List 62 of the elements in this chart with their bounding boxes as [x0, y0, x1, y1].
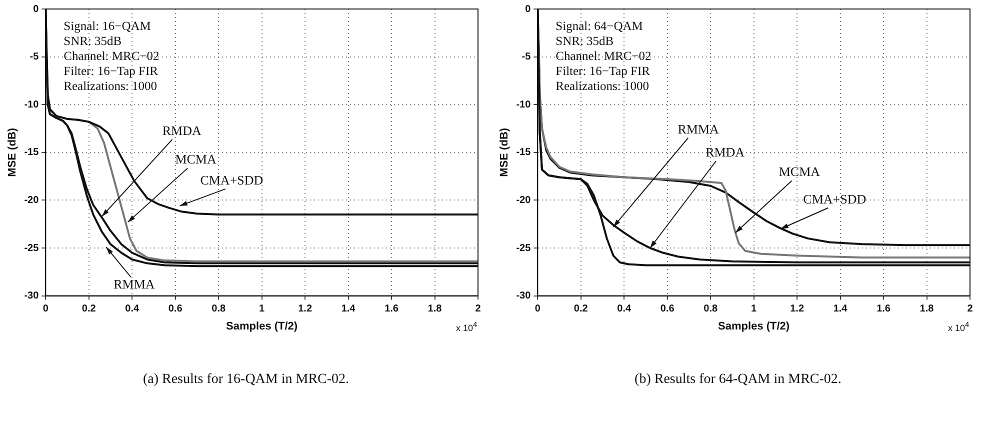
y-tick-label: -10 [516, 99, 532, 110]
y-tick-label: -15 [516, 147, 532, 158]
annotation: RMMA [114, 276, 156, 292]
y-tick-label: -5 [522, 52, 532, 63]
x-tick-label: 0.6 [660, 304, 675, 315]
text: (a) Results for 16-QAM in MRC-02. [142, 372, 350, 388]
text: (b) Results for 64-QAM in MRC-02. [634, 372, 842, 388]
annotation: Channel: MRC−02 [556, 49, 652, 64]
y-tick-label: -20 [516, 194, 532, 206]
x-tick-label: 2 [475, 304, 482, 315]
text: x 10$^{4}$ [948, 320, 970, 333]
y-tick-label: 0 [525, 4, 532, 15]
annotation: RMDA [162, 122, 202, 138]
y-tick-label: -10 [24, 99, 40, 110]
annotation: Signal: 16−QAM [64, 19, 152, 34]
x-tick-label: 1.2 [298, 304, 312, 315]
x-tick-label: 0.8 [212, 304, 226, 315]
annotation: CMA+SDD [803, 191, 866, 206]
x-axis-title: Samples (T/2) [718, 320, 790, 332]
annotation: SNR: 35dB [556, 34, 615, 49]
annotation: Channel: MRC−02 [64, 49, 160, 64]
y-tick-label: -5 [30, 52, 40, 63]
annotation: Realizations: 1000 [64, 79, 158, 94]
x-tick-label: 0 [42, 304, 49, 315]
y-tick-label: -25 [516, 242, 532, 254]
y-axis-title: MSE (dB) [498, 128, 511, 177]
x-tick-label: 1.6 [384, 304, 399, 315]
y-tick-label: -30 [24, 290, 40, 302]
x-tick-label: 1.4 [341, 304, 356, 315]
x-tick-label: 1.6 [876, 304, 891, 315]
x-tick-label: 1 [751, 304, 758, 315]
x-tick-label: 1.8 [428, 304, 442, 315]
annotation: MCMA [778, 164, 821, 180]
annotation: Filter: 16−Tap FIR [556, 64, 652, 79]
text: x 10$^{4}$ [456, 320, 478, 333]
y-axis-title: MSE (dB) [6, 128, 19, 177]
x-tick-label: 0 [534, 304, 541, 315]
x-tick-label: 2 [967, 304, 974, 315]
annotation: CMA+SDD [200, 172, 264, 188]
x-tick-label: 1 [259, 304, 266, 315]
annotation: RMDA [706, 144, 746, 160]
x-tick-label: 1.4 [833, 304, 848, 315]
x-axis-title: Samples (T/2) [226, 320, 298, 332]
annotation: Realizations: 1000 [556, 79, 650, 94]
x-tick-label: 0.6 [168, 304, 183, 315]
x-tick-label: 0.4 [125, 304, 140, 315]
x-tick-label: 0.8 [704, 304, 718, 315]
annotation: RMMA [678, 121, 720, 136]
y-tick-label: -25 [24, 242, 40, 254]
x-tick-label: 1.2 [790, 304, 804, 315]
annotation: SNR: 35dB [64, 34, 123, 49]
y-tick-label: -20 [24, 194, 40, 206]
annotation: Filter: 16−Tap FIR [64, 64, 160, 79]
y-tick-label: -15 [24, 147, 40, 158]
y-tick-label: 0 [33, 4, 40, 15]
y-tick-label: -30 [516, 290, 532, 302]
x-tick-label: 0.4 [617, 304, 632, 315]
x-tick-label: 0.2 [82, 304, 96, 315]
x-tick-label: 0.2 [574, 304, 588, 315]
annotation: Signal: 64−QAM [556, 19, 644, 34]
x-tick-label: 1.8 [920, 304, 934, 315]
annotation: MCMA [175, 152, 217, 167]
